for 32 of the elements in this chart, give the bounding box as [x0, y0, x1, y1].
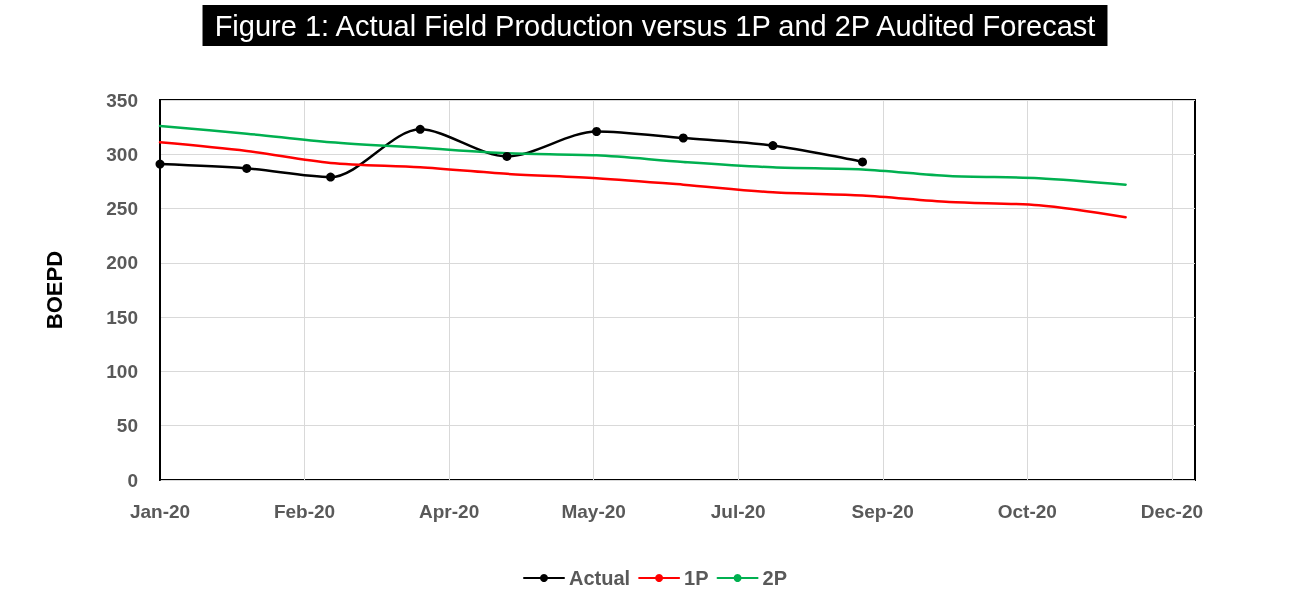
- chart-title: Figure 1: Actual Field Production versus 1P and 2P Audited Forecast: [214, 9, 1096, 42]
- legend-label: 1P: [684, 567, 709, 589]
- y-tick-label: 50: [116, 415, 138, 437]
- point: [326, 172, 336, 182]
- line-series: [158, 124, 1127, 186]
- x-tick-label: Sep-20: [851, 501, 914, 522]
- x-tick-label: Dec-20: [1140, 501, 1204, 522]
- point: [415, 124, 425, 134]
- point: [155, 159, 165, 169]
- x-tick-label: Apr-20: [419, 501, 480, 522]
- point: [592, 126, 602, 136]
- line-series: [158, 141, 1127, 219]
- legend-label: 2P: [762, 567, 788, 589]
- y-tick-label: 150: [106, 306, 138, 328]
- x-tick-label: May-20: [561, 501, 626, 522]
- x-tick-label: Jul-20: [710, 501, 766, 522]
- y-tick-label: 350: [106, 89, 138, 111]
- y-tick-label: 0: [127, 469, 138, 491]
- y-axis-title: BOEPD: [41, 250, 67, 330]
- legend-label: Actual: [568, 567, 631, 589]
- y-tick-label: 100: [106, 360, 138, 382]
- x-tick-label: Feb-20: [273, 501, 336, 522]
- x-tick-label: Jan-20: [129, 501, 191, 522]
- y-tick-label: 200: [106, 252, 138, 274]
- point: [768, 141, 778, 151]
- point: [858, 157, 868, 167]
- point: [242, 163, 252, 173]
- point: [678, 133, 688, 143]
- point: [502, 151, 512, 161]
- x-tick-label: Oct-20: [997, 501, 1057, 522]
- y-tick-label: 250: [106, 198, 138, 220]
- y-tick-label: 300: [106, 143, 138, 165]
